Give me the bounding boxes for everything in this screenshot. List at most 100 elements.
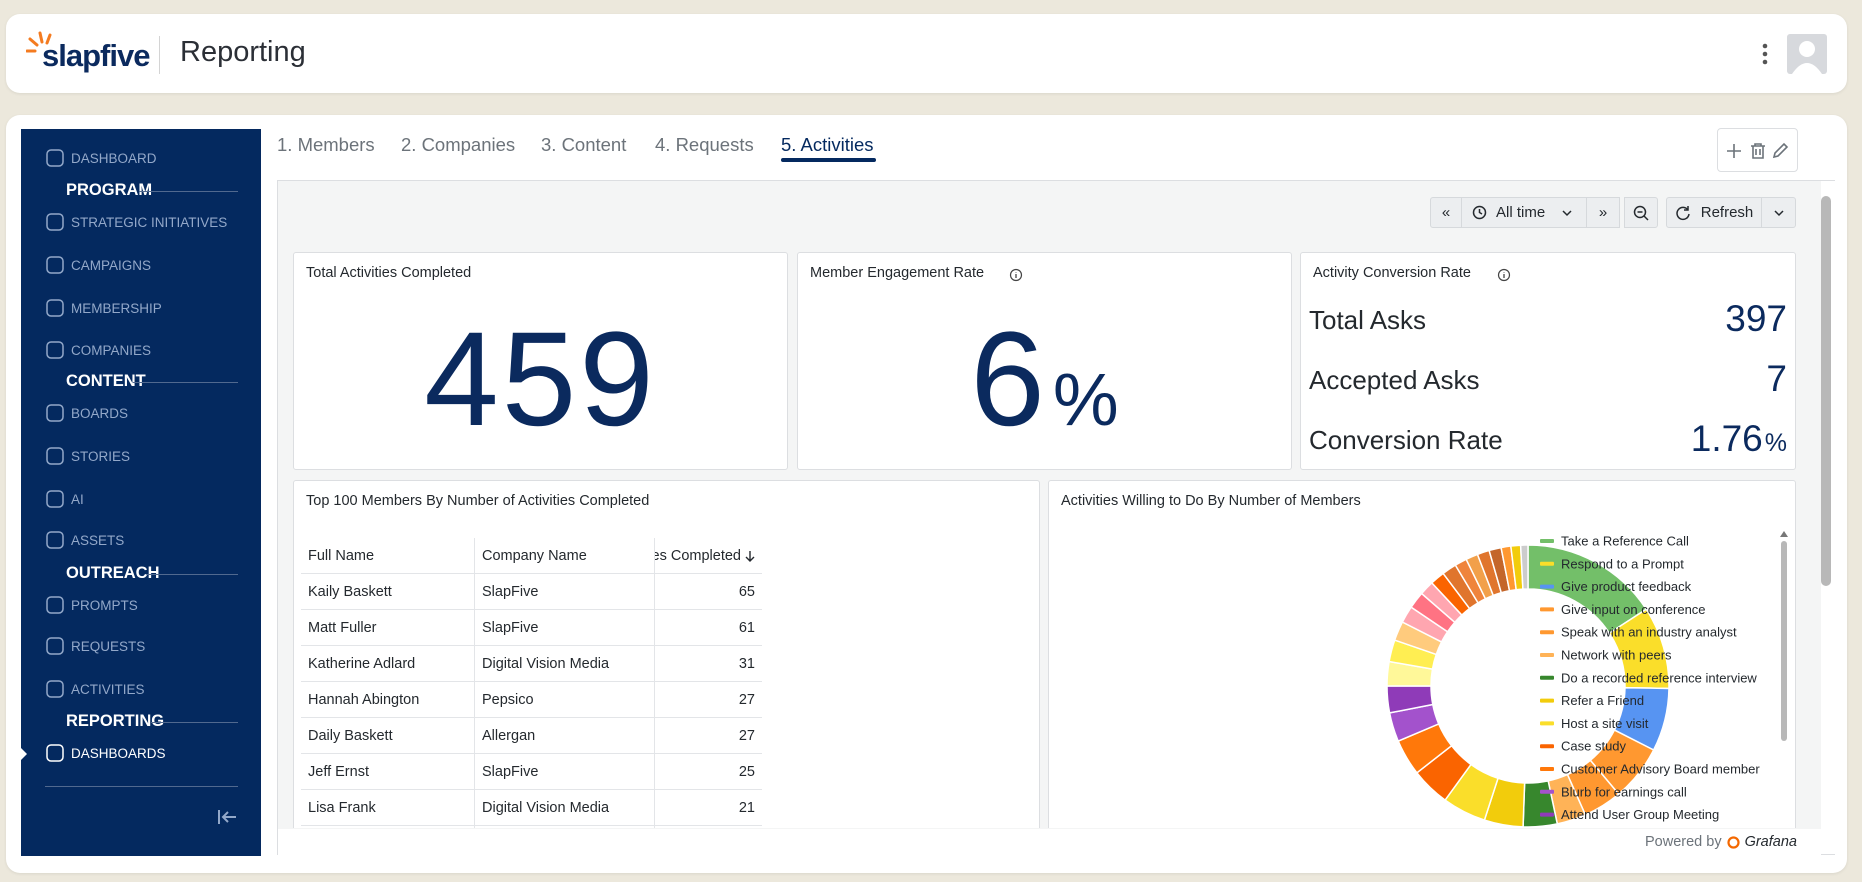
sidebar-label: STRATEGIC INITIATIVES bbox=[71, 214, 228, 230]
sidebar-label: ACTIVITIES bbox=[71, 681, 145, 697]
avatar[interactable] bbox=[1787, 34, 1827, 74]
column-header[interactable]: Company Name bbox=[475, 538, 655, 574]
icon-shape bbox=[46, 596, 64, 614]
sidebar-link[interactable]: STRATEGIC INITIATIVES bbox=[45, 212, 227, 232]
sidebar-label: STORIES bbox=[71, 448, 131, 464]
footer-strip bbox=[278, 829, 1821, 855]
icon-shape bbox=[46, 744, 64, 762]
time-range-picker[interactable]: All time bbox=[1461, 197, 1587, 228]
sidebar-link[interactable]: DASHBOARDS bbox=[45, 743, 166, 763]
divider bbox=[159, 36, 160, 74]
metric-value: 7 bbox=[1766, 358, 1787, 399]
tab[interactable]: 4. Requests bbox=[655, 134, 754, 155]
table-cell: 61 bbox=[655, 610, 762, 646]
divider bbox=[151, 722, 238, 723]
icon-shape bbox=[46, 299, 64, 317]
tab[interactable]: 5. Activities bbox=[781, 134, 874, 155]
refresh-button[interactable]: Refresh bbox=[1666, 197, 1762, 228]
sidebar-link[interactable]: ASSETS bbox=[45, 530, 124, 550]
sidebar-link[interactable]: BOARDS bbox=[45, 403, 128, 423]
shift-forward-button[interactable]: » bbox=[1586, 197, 1620, 228]
stat-panel: Total Activities Completed 459 bbox=[293, 252, 788, 470]
stat-unit: % bbox=[1052, 358, 1119, 441]
legend-swatch bbox=[1540, 744, 1554, 749]
stat-panel: Member Engagement Rate 6% bbox=[797, 252, 1292, 470]
sidebar-link[interactable]: COMPANIES bbox=[45, 340, 151, 360]
table-cell: 21 bbox=[655, 790, 762, 826]
shift-back-button[interactable]: « bbox=[1430, 197, 1462, 228]
column-header[interactable]: Full Name bbox=[301, 538, 475, 574]
table-cell bbox=[655, 826, 762, 828]
info-icon[interactable] bbox=[1009, 268, 1023, 282]
panel-row: Top 100 Members By Number of Activities … bbox=[278, 470, 1820, 828]
scrollbar-thumb[interactable] bbox=[1821, 196, 1831, 586]
legend-label: Case study bbox=[1561, 739, 1627, 754]
sidebar-icon bbox=[46, 531, 64, 549]
pie-panel: Activities Willing to Do By Number of Me… bbox=[1048, 480, 1796, 828]
divider bbox=[146, 574, 238, 575]
table-cell: Matt Fuller bbox=[301, 610, 475, 646]
metric-label: Total Asks bbox=[1309, 305, 1427, 335]
tab[interactable]: 1. Members bbox=[277, 134, 375, 155]
active-marker bbox=[18, 745, 27, 763]
sidebar-icon bbox=[46, 490, 64, 508]
table-cell bbox=[475, 826, 655, 828]
refresh-interval-button[interactable] bbox=[1761, 197, 1796, 228]
table-cell: Lisa Frank bbox=[301, 790, 475, 826]
panel-title: Top 100 Members By Number of Activities … bbox=[306, 493, 650, 509]
sidebar-link[interactable]: STORIES bbox=[45, 446, 130, 466]
sidebar-link[interactable]: PROMPTS bbox=[45, 595, 138, 615]
legend-label: Speak with an industry analyst bbox=[1561, 625, 1737, 640]
sidebar-label: COMPANIES bbox=[71, 342, 152, 358]
legend-scrollbar[interactable] bbox=[1781, 541, 1787, 741]
legend-swatch bbox=[1540, 653, 1554, 657]
sidebar-label: AI bbox=[71, 491, 84, 507]
sidebar-link[interactable]: ACTIVITIES bbox=[45, 679, 145, 699]
more-menu[interactable] bbox=[1759, 42, 1771, 66]
sidebar-link[interactable]: MEMBERSHIP bbox=[45, 298, 162, 318]
table-cell: SlapFive bbox=[475, 754, 655, 790]
icon-shape bbox=[46, 256, 64, 274]
metric-unit: % bbox=[1764, 429, 1787, 457]
column-header-label: Activities Completed bbox=[655, 547, 741, 564]
logo-icon bbox=[26, 31, 52, 53]
brand-name: slapfive bbox=[42, 38, 150, 73]
sidebar-link[interactable]: AI bbox=[45, 489, 84, 509]
metric-value-wrap: 397 bbox=[1725, 298, 1787, 340]
collapse-button[interactable] bbox=[217, 808, 239, 826]
header-bar: slapfive Reporting bbox=[6, 14, 1847, 93]
sidebar-label: ASSETS bbox=[71, 532, 125, 548]
icon-shape bbox=[46, 213, 64, 231]
info-icon[interactable] bbox=[1497, 268, 1511, 282]
divider bbox=[132, 382, 238, 383]
tab[interactable]: 3. Content bbox=[541, 134, 627, 155]
legend-label: Take a Reference Call bbox=[1561, 534, 1689, 549]
icon-shape bbox=[46, 404, 64, 422]
sidebar-section: CONTENT bbox=[66, 372, 146, 390]
powered-by: Powered by Grafana bbox=[1645, 834, 1797, 850]
table-cell: 31 bbox=[655, 646, 762, 682]
sidebar-label: MEMBERSHIP bbox=[71, 300, 162, 316]
donut-chart: Take a Reference Call Respond to a Prompt… bbox=[1386, 531, 1788, 828]
table-cell: Digital Vision Media bbox=[475, 790, 655, 826]
sidebar-link[interactable]: DASHBOARD bbox=[45, 148, 157, 168]
sidebar-icon bbox=[46, 447, 64, 465]
sidebar-label: DASHBOARD bbox=[71, 150, 157, 166]
legend-label: Blurb for earnings call bbox=[1561, 784, 1687, 799]
panel-title: Member Engagement Rate bbox=[810, 265, 985, 281]
sidebar-label: DASHBOARDS bbox=[71, 745, 166, 761]
icon-shape bbox=[46, 680, 64, 698]
panel-title: Total Activities Completed bbox=[306, 265, 472, 281]
tool-icons[interactable] bbox=[1726, 141, 1790, 161]
sidebar-icon bbox=[46, 596, 64, 614]
legend-swatch bbox=[1540, 812, 1554, 817]
sidebar-link[interactable]: CAMPAIGNS bbox=[45, 255, 151, 275]
active-tab-indicator bbox=[781, 158, 876, 162]
zoom-out-button[interactable] bbox=[1624, 197, 1658, 228]
sidebar-link[interactable]: REQUESTS bbox=[45, 636, 145, 656]
legend-swatch bbox=[1540, 675, 1554, 680]
tab[interactable]: 2. Companies bbox=[401, 134, 516, 155]
column-header[interactable]: Activities Completed bbox=[655, 538, 762, 574]
legend-swatch bbox=[1540, 698, 1554, 703]
icon-shape bbox=[46, 149, 64, 167]
